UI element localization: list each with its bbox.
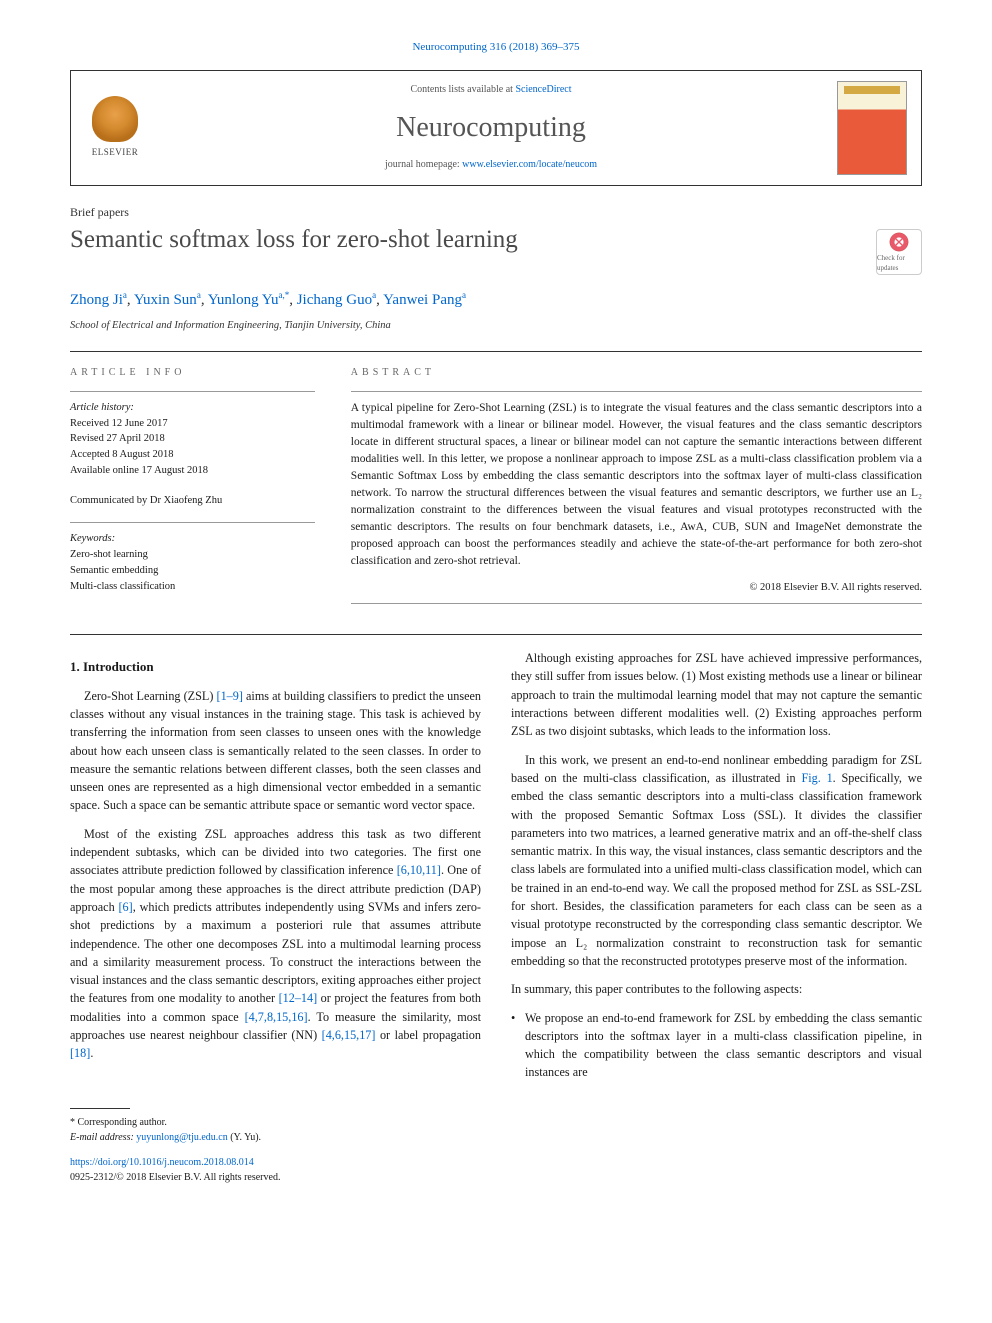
journal-reference: Neurocomputing 316 (2018) 369–375	[70, 40, 922, 56]
contribution-item-1: We propose an end-to-end framework for Z…	[511, 1009, 922, 1082]
communicated-by: Communicated by Dr Xiaofeng Zhu	[70, 493, 315, 509]
history-header: Article history:	[70, 400, 315, 416]
title-row: Semantic softmax loss for zero-shot lear…	[70, 225, 922, 275]
check-updates-icon	[888, 231, 910, 253]
ref-18[interactable]: [18]	[70, 1046, 90, 1060]
issn-copyright: 0925-2312/© 2018 Elsevier B.V. All right…	[70, 1170, 922, 1185]
article-title: Semantic softmax loss for zero-shot lear…	[70, 225, 856, 255]
history-online: Available online 17 August 2018	[70, 463, 315, 479]
rule-info-2	[70, 522, 315, 523]
ref-12-14[interactable]: [12–14]	[279, 991, 318, 1005]
section-1-heading: 1. Introduction	[70, 657, 481, 677]
elsevier-tree-icon	[92, 96, 138, 142]
author-2-affil: a	[197, 290, 201, 300]
article-type-label: Brief papers	[70, 204, 922, 221]
footnote-rule	[70, 1108, 130, 1109]
elsevier-label: ELSEVIER	[92, 146, 139, 159]
authors-line: Zhong Jia, Yuxin Suna, Yunlong Yua,*, Ji…	[70, 289, 922, 312]
abstract-column: ABSTRACT A typical pipeline for Zero-Sho…	[351, 366, 922, 612]
abstract-copyright: © 2018 Elsevier B.V. All rights reserved…	[351, 580, 922, 595]
author-3[interactable]: Yunlong Yu	[208, 292, 279, 308]
sciencedirect-link[interactable]: ScienceDirect	[515, 84, 571, 95]
author-3-corr: ,*	[282, 290, 289, 300]
ref-4-7-8-15-16[interactable]: [4,7,8,15,16]	[245, 1010, 308, 1024]
affiliation: School of Electrical and Information Eng…	[70, 318, 922, 333]
ref-6[interactable]: [6]	[119, 900, 133, 914]
contents-lists-line: Contents lists available at ScienceDirec…	[145, 83, 837, 98]
author-4[interactable]: Jichang Guo	[297, 292, 372, 308]
journal-header-box: ELSEVIER Contents lists available at Sci…	[70, 70, 922, 186]
rule-mid	[70, 634, 922, 635]
body-two-column: 1. Introduction Zero-Shot Learning (ZSL)…	[70, 649, 922, 1082]
email-label: E-mail address:	[70, 1132, 136, 1143]
keyword-3: Multi-class classification	[70, 579, 315, 595]
journal-cover-thumbnail[interactable]	[837, 81, 907, 175]
intro-para-4: In this work, we present an end-to-end n…	[511, 751, 922, 971]
info-abstract-row: ARTICLE INFO Article history: Received 1…	[70, 366, 922, 612]
history-revised: Revised 27 April 2018	[70, 431, 315, 447]
author-5[interactable]: Yanwei Pang	[383, 292, 462, 308]
check-updates-label: Check for updates	[877, 253, 921, 273]
email-link[interactable]: yuyunlong@tju.edu.cn	[136, 1132, 227, 1143]
ref-4-6-15-17[interactable]: [4,6,15,17]	[322, 1028, 376, 1042]
check-updates-badge[interactable]: Check for updates	[876, 229, 922, 275]
author-2[interactable]: Yuxin Sun	[134, 292, 197, 308]
journal-homepage-line: journal homepage: www.elsevier.com/locat…	[145, 158, 837, 173]
rule-abs-2	[351, 603, 922, 604]
keyword-1: Zero-shot learning	[70, 547, 315, 563]
keywords-header: Keywords:	[70, 531, 315, 547]
doi-link[interactable]: https://doi.org/10.1016/j.neucom.2018.08…	[70, 1157, 254, 1168]
contents-prefix: Contents lists available at	[410, 84, 515, 95]
keyword-2: Semantic embedding	[70, 563, 315, 579]
corresponding-author-note: * Corresponding author.	[70, 1115, 922, 1130]
page-container: Neurocomputing 316 (2018) 369–375 ELSEVI…	[0, 0, 992, 1215]
contributions-list: We propose an end-to-end framework for Z…	[511, 1009, 922, 1082]
rule-top	[70, 351, 922, 352]
article-history-block: Article history: Received 12 June 2017 R…	[70, 400, 315, 479]
footnote-block: * Corresponding author. E-mail address: …	[70, 1108, 922, 1185]
elsevier-logo[interactable]: ELSEVIER	[85, 93, 145, 163]
rule-info-1	[70, 391, 315, 392]
author-1[interactable]: Zhong Ji	[70, 292, 123, 308]
abstract-label: ABSTRACT	[351, 366, 922, 381]
intro-para-5: In summary, this paper contributes to th…	[511, 980, 922, 998]
article-info-label: ARTICLE INFO	[70, 366, 315, 381]
email-suffix: (Y. Yu).	[228, 1132, 261, 1143]
intro-para-1: Zero-Shot Learning (ZSL) [1–9] aims at b…	[70, 687, 481, 815]
history-accepted: Accepted 8 August 2018	[70, 447, 315, 463]
ref-1-9[interactable]: [1–9]	[217, 689, 243, 703]
homepage-prefix: journal homepage:	[385, 159, 462, 170]
article-info-column: ARTICLE INFO Article history: Received 1…	[70, 366, 315, 612]
ref-fig-1[interactable]: Fig. 1	[801, 771, 832, 785]
email-line: E-mail address: yuyunlong@tju.edu.cn (Y.…	[70, 1130, 922, 1145]
intro-para-2: Most of the existing ZSL approaches addr…	[70, 825, 481, 1063]
abstract-text: A typical pipeline for Zero-Shot Learnin…	[351, 400, 922, 570]
ref-6-10-11[interactable]: [6,10,11]	[397, 863, 441, 877]
author-4-affil: a	[372, 290, 376, 300]
homepage-link[interactable]: www.elsevier.com/locate/neucom	[462, 159, 597, 170]
journal-name: Neurocomputing	[145, 108, 837, 149]
doi-line: https://doi.org/10.1016/j.neucom.2018.08…	[70, 1155, 922, 1170]
journal-ref-link[interactable]: Neurocomputing 316 (2018) 369–375	[412, 41, 579, 53]
header-center: Contents lists available at ScienceDirec…	[145, 83, 837, 173]
keywords-block: Keywords: Zero-shot learning Semantic em…	[70, 531, 315, 594]
intro-para-3: Although existing approaches for ZSL hav…	[511, 649, 922, 740]
history-received: Received 12 June 2017	[70, 416, 315, 432]
author-1-affil: a	[123, 290, 127, 300]
author-5-affil: a	[462, 290, 466, 300]
rule-abs-1	[351, 391, 922, 392]
